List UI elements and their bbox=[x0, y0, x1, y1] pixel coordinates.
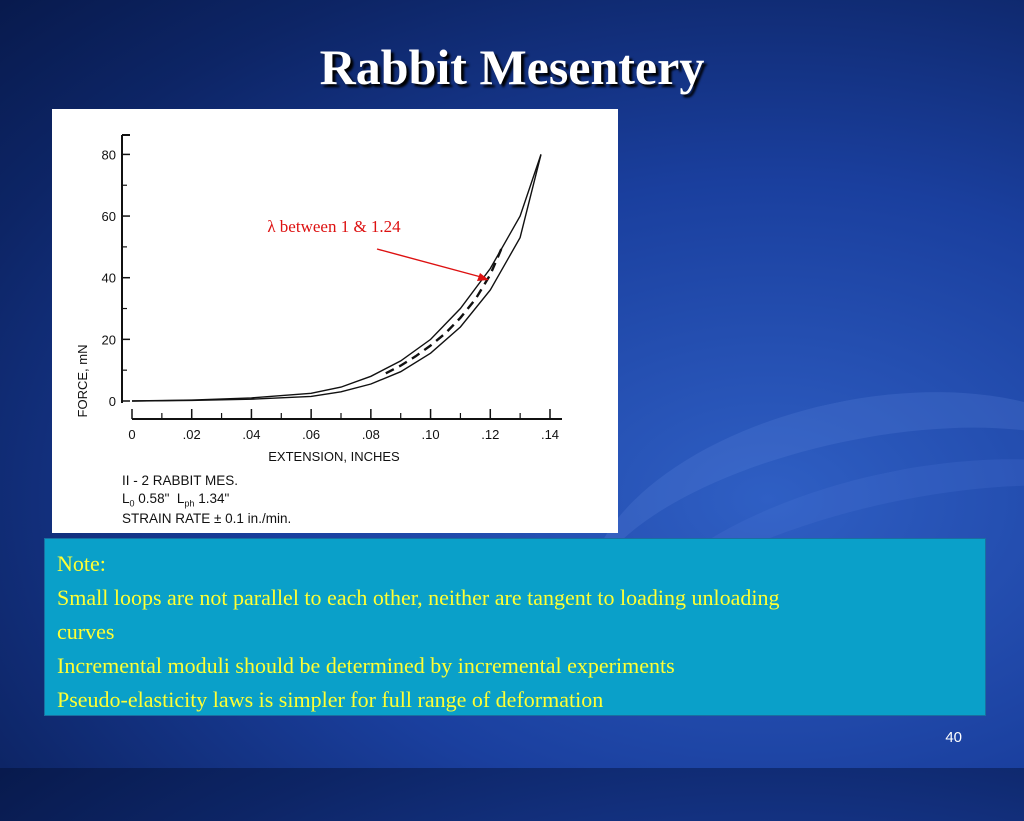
loading-unloading-curve-2 bbox=[131, 154, 542, 402]
note-line-3: Pseudo-elasticity laws is simpler for fu… bbox=[57, 687, 604, 712]
y-tick-label: 80 bbox=[102, 147, 116, 162]
y-tick-label: 20 bbox=[102, 332, 116, 347]
x-tick-label: .04 bbox=[242, 427, 260, 442]
y-tick-label: 0 bbox=[109, 394, 116, 409]
x-tick-label: .12 bbox=[481, 427, 499, 442]
slide-title: Rabbit Mesentery bbox=[319, 39, 705, 95]
x-tick-label: .14 bbox=[541, 427, 559, 442]
chart-ticks: 0 20 40 60 80 0 .02 .04 .06 .08 .10 .12 .14 bbox=[102, 147, 560, 442]
y-axis-label: FORCE, mN bbox=[75, 345, 90, 418]
caption-line-3: STRAIN RATE ± 0.1 in./min. bbox=[122, 511, 292, 526]
note-line-1-continued: curves bbox=[57, 619, 115, 644]
y-tick-label: 60 bbox=[102, 209, 116, 224]
annotation-arrow-head bbox=[477, 273, 489, 281]
annotation-label: λ between 1 & 1.24 bbox=[267, 217, 401, 236]
x-tick-label: .02 bbox=[183, 427, 201, 442]
caption-line-2: L0 0.58" Lph 1.34" bbox=[122, 491, 230, 509]
chart-axes bbox=[121, 134, 562, 420]
caption-line-1: II - 2 RABBIT MES. bbox=[122, 473, 239, 488]
chart-curves bbox=[131, 154, 542, 402]
x-tick-label: .08 bbox=[362, 427, 380, 442]
force-extension-chart: 0 20 40 60 80 0 .02 .04 .06 .08 .10 .12 .14 FORCE, m… bbox=[75, 134, 562, 464]
loading-unloading-curve-1 bbox=[131, 154, 542, 402]
dashed-small-loop-curve bbox=[385, 246, 504, 375]
note-heading: Note: bbox=[57, 551, 106, 576]
page-number: 40 bbox=[945, 729, 962, 746]
figure-panel: 0 20 40 60 80 0 .02 .04 .06 .08 .10 .12 .14 FORCE, m… bbox=[52, 109, 618, 533]
x-tick-label: .10 bbox=[422, 427, 440, 442]
x-axis-label: EXTENSION, INCHES bbox=[268, 449, 400, 464]
note-line-2: Incremental moduli should be determined … bbox=[57, 653, 675, 678]
note-line-1: Small loops are not parallel to each oth… bbox=[57, 585, 780, 610]
annotation-arrow-line bbox=[376, 248, 482, 278]
x-tick-label: .06 bbox=[302, 427, 320, 442]
note-box: Note: Small loops are not parallel to ea… bbox=[44, 538, 986, 716]
x-tick-label: 0 bbox=[128, 427, 135, 442]
y-tick-label: 40 bbox=[102, 271, 116, 286]
